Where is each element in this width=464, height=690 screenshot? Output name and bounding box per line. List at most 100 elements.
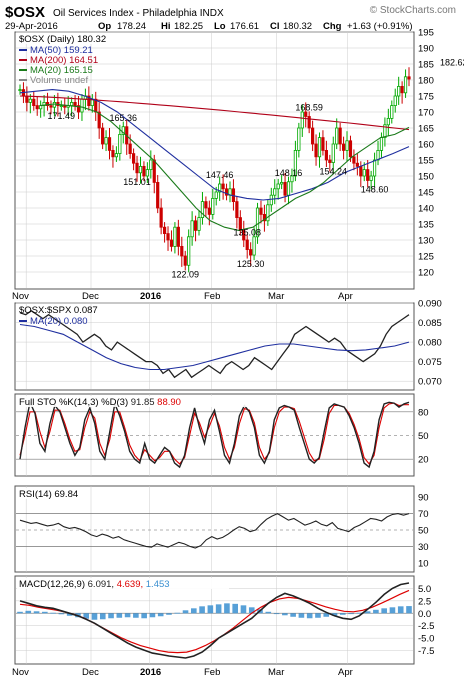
candle-body: [183, 255, 187, 266]
macd-hist-bar: [356, 612, 363, 614]
price-candle: [169, 230, 174, 252]
macd-hist-bar: [215, 604, 222, 614]
month-label-nov: Nov: [12, 291, 29, 302]
candle-body: [397, 86, 401, 97]
candle-body: [52, 102, 57, 108]
macd-hist-bar: [381, 608, 387, 614]
candle-body: [273, 188, 277, 196]
ohlc-row: 29-Apr-2016 Op 178.24 Hi 182.25 Lo 176.6…: [5, 21, 413, 32]
candle-body: [259, 207, 263, 215]
candle-body: [200, 201, 205, 219]
macd-hist-bar: [397, 606, 404, 614]
price-annotation-label: 125.30: [237, 259, 265, 269]
price-candle: [290, 168, 294, 193]
price-candle: [369, 170, 373, 190]
price-candle: [293, 140, 297, 182]
price-candle: [359, 161, 363, 187]
macd-hist-bar: [240, 605, 247, 614]
macd-hist-bar: [331, 613, 338, 616]
price-candle: [255, 202, 260, 244]
candle-body: [118, 133, 122, 154]
month-label-feb: Feb: [204, 291, 220, 302]
price-candle: [307, 111, 311, 134]
ma200-line: [19, 95, 410, 131]
price-candle: [390, 100, 394, 124]
price-candle: [383, 117, 387, 147]
price-candle: [162, 222, 167, 243]
price-candle: [187, 229, 191, 273]
month-label-dec-bottom: Dec: [82, 667, 99, 678]
candle-body: [269, 194, 273, 206]
index-name: Oil Services Index - Philadelphia INDX: [53, 8, 224, 19]
candle-body: [352, 156, 356, 164]
x-axis-bottom: Nov Dec 2016 Feb Mar Apr: [12, 667, 353, 678]
price-annotation-label: 165.36: [110, 113, 138, 123]
candle-body: [39, 105, 43, 110]
price-candle: [166, 226, 170, 251]
price-ytick-label: 175: [418, 92, 434, 103]
candle-body: [372, 159, 377, 177]
macd-signal-value: 4.639,: [117, 579, 146, 590]
macd-hist-bar: [149, 613, 156, 618]
candle-body: [400, 86, 404, 94]
macd-ytick-label: 5.0: [418, 584, 431, 595]
price-candle: [180, 236, 184, 267]
month-label-apr-bottom: Apr: [338, 667, 353, 678]
candle-body: [245, 239, 249, 250]
price-candle: [135, 155, 139, 182]
candle-body: [307, 116, 311, 129]
price-candle: [176, 219, 180, 256]
price-candle: [262, 204, 267, 232]
macd-hist-bar: [199, 606, 205, 614]
ratio-title: $OSX:$SPX 0.087: [19, 305, 98, 316]
month-label-mar: Mar: [268, 291, 284, 302]
rsi-line: [19, 512, 410, 549]
month-label-2016-bottom: 2016: [140, 667, 161, 678]
price-ytick-label: 195: [418, 28, 434, 39]
price-candle: [231, 179, 236, 211]
macd-hist-bar: [364, 611, 371, 614]
candle-body: [59, 105, 63, 107]
price-candle: [173, 222, 177, 254]
macd-title-bg: [17, 578, 229, 589]
candle-body: [280, 181, 284, 185]
candle-body: [297, 127, 301, 151]
ratio-ytick-label: 0.085: [418, 318, 442, 329]
candle-body: [311, 127, 315, 145]
macd-ytick-label: 0.0: [418, 609, 431, 620]
price-ytick-label: 170: [418, 108, 434, 119]
price-candle: [211, 188, 215, 220]
macd-hist-bar: [58, 613, 65, 615]
price-annotation-label: 147.46: [206, 170, 234, 180]
candle-body: [204, 201, 208, 209]
price-candle: [245, 234, 249, 259]
candle-body: [242, 229, 246, 241]
macd-line: [19, 582, 410, 659]
price-candle: [269, 187, 273, 212]
ma50-line: [19, 89, 410, 201]
candle-body: [187, 236, 191, 266]
macd-signal-line: [19, 589, 410, 654]
rsi-panel: 10 30 50 70 90 RSI(14) 69.84: [16, 486, 429, 572]
candle-body: [152, 159, 156, 183]
candle-body: [262, 213, 267, 222]
month-label-dec: Dec: [82, 291, 99, 302]
watermark: © StockCharts.com: [370, 5, 456, 16]
candle-body: [369, 175, 373, 181]
price-annotation-label: 148.60: [361, 184, 389, 194]
price-candle: [259, 200, 263, 224]
candle-body: [331, 143, 335, 163]
candle-body: [286, 181, 291, 196]
price-candle: [335, 118, 339, 150]
month-label-feb-bottom: Feb: [204, 667, 220, 678]
ratio-ytick-label: 0.080: [418, 338, 442, 349]
candle-body: [73, 102, 77, 107]
price-candle: [376, 140, 380, 166]
macd-hist-bar: [91, 613, 98, 620]
ratio-ytick-label: 0.075: [418, 357, 442, 368]
candle-body: [321, 137, 325, 151]
sto-ytick-label: 20: [418, 455, 429, 466]
sto-d-value: 88.90: [157, 397, 181, 408]
price-candle: [366, 160, 370, 188]
